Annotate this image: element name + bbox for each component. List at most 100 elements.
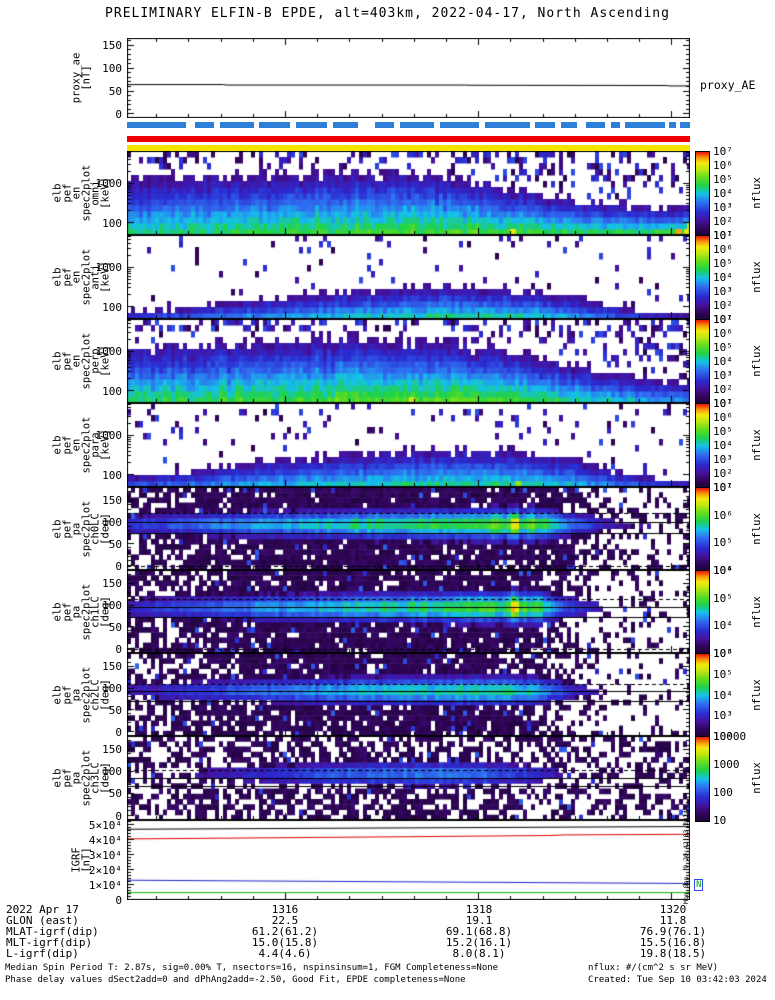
colorbar-tick-label: 10¹	[713, 397, 733, 410]
colorbar-tick-label: 10⁵	[713, 667, 733, 681]
availability-segment	[484, 122, 530, 128]
y-tick-label: 50	[108, 787, 122, 801]
colorbar-tick-label: 10	[713, 814, 727, 827]
axis-row-label: MLT-igrf(dip)	[6, 936, 93, 949]
colorbar-unit-label: nflux	[751, 345, 763, 377]
colorbar-tick-label: 10⁴	[713, 688, 733, 702]
axis-value: 4.4(4.6)	[258, 947, 312, 960]
colorbar-tick-label: 10⁷	[713, 229, 733, 242]
colorbar-tick-label: 10⁷	[713, 397, 733, 410]
colorbar-tick-label: 10²	[713, 467, 733, 480]
availability-segment	[194, 122, 215, 128]
colorbar-tick-label: 10³	[713, 285, 733, 298]
availability-bar-blue	[127, 122, 690, 128]
y-tick-label: 1000	[95, 345, 123, 359]
colorbar-tick-label: 10⁵	[713, 591, 733, 605]
axis-row-label: L-igrf(dip)	[6, 947, 79, 960]
footer-created-timestamp: Created: Tue Sep 10 03:42:03 2024	[588, 975, 767, 985]
spectrogram-panel-en_perp	[127, 319, 690, 403]
colorbar-tick-label: 10¹	[713, 313, 733, 326]
colorbar-tick-label: 1000	[713, 758, 740, 771]
colorbar-tick-label: 10⁶	[713, 647, 733, 660]
availability-segment	[560, 122, 578, 128]
axis-value: 15.5(16.8)	[639, 936, 707, 949]
y-tick-label: 100	[102, 385, 122, 399]
axis-value: 19.1	[465, 914, 493, 927]
availability-segment	[439, 122, 479, 128]
footer-phase-delay: Phase delay values dSect2add=0 and dPhAn…	[5, 975, 466, 985]
spectrogram-panel-pa_ch2	[127, 653, 690, 736]
colorbar-tick-label: 10⁷	[713, 481, 733, 494]
colorbar-tick-label: 10⁴	[713, 271, 733, 284]
spectrogram-canvas-en_para	[127, 403, 690, 487]
y-tick-label: 100	[102, 515, 122, 529]
colorbar-tick-label: 10⁶	[713, 243, 733, 256]
colorbar-en_omni	[695, 151, 710, 237]
colorbar-tick-label: 10⁵	[713, 257, 733, 270]
colorbar-unit-label: nflux	[751, 261, 763, 293]
colorbar-pa_ch3	[695, 736, 710, 822]
y-tick-label: 100	[102, 217, 122, 231]
colorbar-tick-label: 10³	[713, 709, 733, 723]
y-tick-label: 0	[115, 894, 122, 907]
plot-title: PRELIMINARY ELFIN-B EPDE, alt=403km, 202…	[105, 6, 670, 21]
availability-segment	[259, 122, 291, 128]
axis-row-label: GLON (east)	[6, 914, 79, 927]
colorbar-tick-label: 10⁵	[713, 536, 733, 550]
availability-segment	[679, 122, 690, 128]
status-bar-yellow	[127, 145, 690, 151]
y-tick-label: 1×10⁴	[88, 878, 122, 892]
colorbar-tick-label: 10⁵	[713, 425, 733, 438]
colorbar-tick-label: 10¹	[713, 481, 733, 494]
colorbar-tick-label: 100	[713, 786, 733, 799]
y-tick-label: 100	[102, 469, 122, 483]
availability-segment	[295, 122, 327, 128]
colorbar-unit-label: nflux	[751, 429, 763, 461]
y-tick-label: 150	[102, 38, 122, 52]
colorbar-tick-label: 10⁵	[713, 341, 733, 354]
y-tick-label: 50	[108, 620, 122, 634]
y-tick-label: 1000	[95, 261, 123, 275]
colorbar-unit-label: nflux	[751, 678, 763, 711]
axis-value: 22.5	[271, 914, 299, 927]
availability-segment	[374, 122, 395, 128]
created-stamp-vertical: Mon Sep 9 20:42:03 2024	[682, 810, 690, 904]
spectrogram-ylabel-en_para: elb pef en spec2plot para [keV]	[51, 416, 112, 474]
colorbar-en_para	[695, 403, 710, 489]
igrf-panel	[127, 820, 690, 900]
footer-nflux-units: nflux: #/(cm^2 s sr MeV)	[588, 963, 719, 973]
y-tick-label: 50	[108, 537, 122, 551]
y-tick-label: 2×10⁴	[88, 863, 122, 877]
north-marker: N	[694, 879, 704, 891]
colorbar-tick-label: 10²	[713, 299, 733, 312]
colorbar-tick-label: 10⁷	[713, 145, 733, 158]
spectrogram-panel-pa_ch0	[127, 487, 690, 570]
y-tick-label: 0	[115, 642, 122, 656]
colorbar-tick-label: 10³	[713, 453, 733, 466]
colorbar-tick-label: 10²	[713, 215, 733, 228]
colorbar-tick-label: 10³	[713, 201, 733, 214]
colorbar-unit-label: nflux	[751, 762, 763, 794]
y-tick-label: 100	[102, 301, 122, 315]
spectrogram-panel-en_para	[127, 403, 690, 487]
colorbar-tick-label: 10⁷	[713, 313, 733, 326]
axis-value: 1320	[659, 903, 687, 916]
availability-segment	[625, 122, 665, 128]
y-tick-label: 0	[115, 725, 122, 739]
y-tick-label: 1000	[95, 177, 123, 191]
y-tick-label: 150	[102, 577, 122, 591]
spectrogram-ylabel-en_omni: elb pef en spec2plot omni [keV]	[51, 164, 112, 222]
axis-row-label: MLAT-igrf(dip)	[6, 925, 99, 938]
availability-segment	[400, 122, 434, 128]
availability-segment	[585, 122, 606, 128]
y-tick-label: 50	[108, 703, 122, 717]
y-tick-label: 50	[108, 85, 122, 99]
y-tick-label: 100	[102, 765, 122, 779]
axis-value: 76.9(76.1)	[639, 925, 707, 938]
axis-value: 19.8(18.5)	[639, 947, 707, 960]
y-tick-label: 150	[102, 494, 122, 508]
spectrogram-canvas-en_anti	[127, 235, 690, 319]
availability-segment	[668, 122, 676, 128]
colorbar-tick-label: 10⁶	[713, 564, 733, 577]
colorbar-tick-label: 10⁴	[713, 439, 733, 452]
